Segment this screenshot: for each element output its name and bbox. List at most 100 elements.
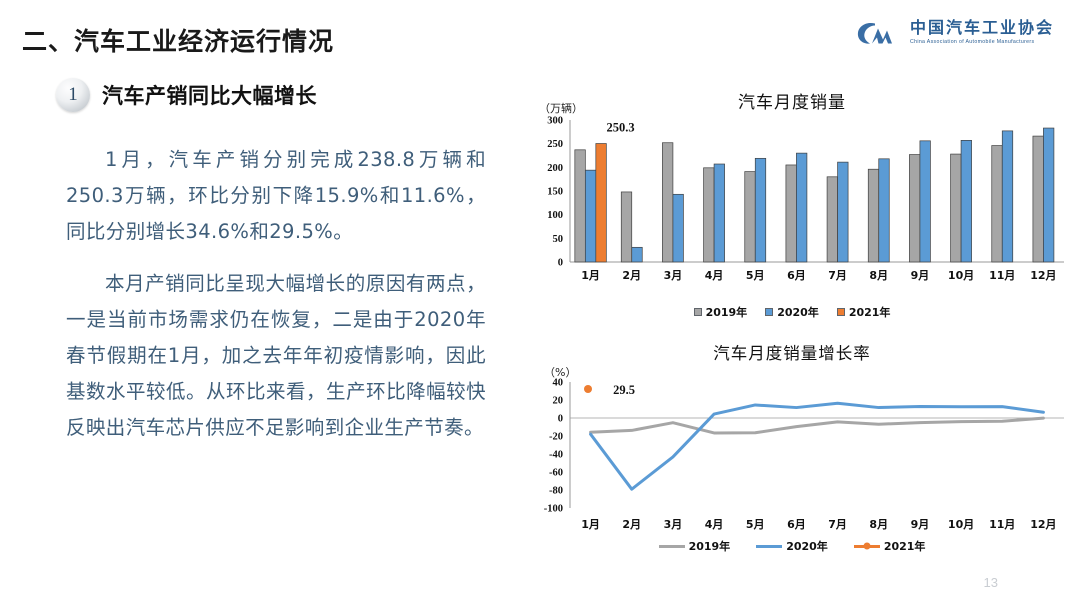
bar-2021年-1月 (595, 143, 607, 263)
bar-2019年-4月 (703, 167, 715, 263)
bar-2020年-2月 (631, 246, 643, 263)
bar-2019年-1月 (574, 149, 586, 263)
x-tick-sales: 11月 (989, 269, 1015, 282)
legend-line-2021 (853, 542, 880, 550)
y-tick-sales: 100 (547, 210, 563, 221)
y-tick-growth: -100 (544, 504, 563, 515)
chart-title-growth: 汽车月度销量增长率 (713, 344, 871, 363)
bar-2019年-8月 (867, 168, 880, 263)
bar-2020年-10月 (960, 140, 972, 263)
y-tick-sales: 50 (553, 234, 564, 245)
bar-2019年-10月 (950, 153, 962, 263)
legend-label-growth-2021: 2021年 (883, 540, 926, 553)
y-tick-sales: 250 (547, 139, 563, 150)
legend-item-2021: 2021年 (836, 304, 890, 320)
x-tick-sales: 8月 (869, 269, 888, 282)
x-tick-growth: 12月 (1030, 518, 1056, 531)
x-tick-sales: 3月 (664, 269, 683, 282)
bar-2019年-7月 (826, 176, 838, 263)
bar-2020年-11月 (1001, 130, 1014, 263)
subsection-heading: 1 汽车产销同比大幅增长 (56, 78, 317, 112)
y-tick-sales: 150 (547, 187, 563, 198)
bar-2020年-1月 (584, 169, 597, 263)
x-tick-growth: 6月 (787, 518, 806, 531)
bar-2020年-3月 (672, 193, 684, 263)
logo-english-name: China Association of Automobile Manufact… (909, 39, 1035, 46)
y-tick-growth: 0 (558, 414, 563, 425)
x-tick-sales: 9月 (911, 269, 930, 282)
bar-2020年-4月 (713, 163, 725, 263)
caam-logo-text: 中国汽车工业协会 China Association of Automobile… (910, 20, 1054, 45)
x-tick-sales: 6月 (787, 269, 806, 282)
x-tick-growth: 5月 (746, 518, 765, 531)
bar-2019年-12月 (1032, 135, 1044, 263)
y-axis-unit-sales: （万辆） (539, 102, 583, 115)
y-tick-sales: 0 (558, 258, 563, 269)
section-title: 二、汽车工业经济运行情况 (22, 27, 335, 56)
x-tick-growth: 1月 (581, 518, 600, 531)
growth-plot: 40 20 0 -20 -40 -60 -80 -100 1月 2月 3月 4月 5月 6月 7月 8月 9月 1… (544, 378, 1064, 531)
x-tick-growth: 10月 (948, 518, 974, 531)
y-tick-growth: 40 (553, 378, 564, 389)
legend-label-2019: 2019年 (705, 306, 748, 319)
bar-2019年-11月 (991, 145, 1003, 263)
bar-2020年-9月 (919, 140, 931, 263)
legend-label-growth-2020: 2020年 (786, 540, 828, 553)
x-tick-sales: 12月 (1030, 269, 1056, 282)
legend-growth: 2019年 2020年 2021年 (512, 538, 1072, 554)
legend-line-2019 (658, 544, 685, 548)
sales-plot: 0 50 100 150 200 250 300 1月 2月 3月 4月 5月 6月 7月 8月 9月 10月 1… (547, 116, 1064, 282)
bar-2019年-2月 (620, 191, 633, 263)
bar-2020年-7月 (837, 161, 849, 263)
y-tick-growth: -40 (549, 450, 563, 461)
bar-2020年-6月 (796, 152, 808, 263)
bar-2020年-8月 (878, 158, 890, 263)
x-tick-sales: 4月 (705, 269, 724, 282)
caam-logo-mark (857, 22, 892, 44)
legend-item-2020: 2020年 (765, 304, 819, 320)
bar-2020年-5月 (754, 157, 767, 263)
line-2019年 (589, 416, 1045, 435)
caam-logo: 中国汽车工业协会 China Association of Automobile… (855, 18, 1054, 48)
y-axis-unit-growth: （%） (544, 366, 577, 379)
chart-title-sales: 汽车月度销量 (738, 93, 846, 113)
data-label-250-3: 250.3 (607, 121, 635, 135)
bar-2019年-3月 (662, 142, 674, 263)
subsection-title: 汽车产销同比大幅增长 (102, 84, 317, 108)
bar-2020年-12月 (1043, 127, 1055, 263)
y-tick-growth: -20 (549, 432, 563, 443)
logo-chinese-name: 中国汽车工业协会 (909, 18, 1054, 38)
bar-2019年-5月 (744, 171, 756, 263)
x-tick-growth: 7月 (828, 518, 847, 531)
x-tick-growth: 11月 (989, 518, 1015, 531)
legend-label-growth-2019: 2019年 (688, 540, 731, 553)
bar-2019年-9月 (909, 154, 921, 263)
legend-line-2020 (756, 544, 783, 548)
y-tick-sales: 300 (547, 116, 563, 127)
legend-swatch-2021 (836, 308, 845, 316)
x-tick-sales: 7月 (828, 269, 847, 282)
legend-label-2020: 2020年 (777, 306, 819, 319)
x-tick-sales: 2月 (622, 269, 641, 282)
legend-item-growth-2019: 2019年 (658, 538, 731, 554)
data-label-29-5: 29.5 (613, 383, 635, 397)
legend-swatch-2019 (693, 308, 702, 316)
marker-2021-jan (584, 385, 592, 393)
legend-swatch-2020 (765, 308, 774, 316)
x-tick-sales: 5月 (746, 269, 765, 282)
x-tick-sales: 10月 (948, 269, 974, 282)
monthly-sales-growth-chart: 汽车月度销量增长率 （%） 40 20 0 -20 -40 -60 -80 -100 1月 2月 3… (512, 340, 1072, 572)
x-tick-growth: 2月 (622, 518, 641, 531)
bar-2019年-6月 (785, 164, 797, 263)
legend-item-growth-2021: 2021年 (853, 538, 926, 554)
x-tick-growth: 4月 (705, 518, 724, 531)
y-tick-growth: 20 (553, 396, 564, 407)
x-tick-growth: 3月 (664, 518, 683, 531)
y-tick-growth: -60 (549, 468, 563, 479)
x-tick-growth: 8月 (869, 518, 888, 531)
subsection-number-badge: 1 (56, 78, 90, 112)
y-tick-growth: -80 (549, 486, 563, 497)
x-tick-growth: 9月 (911, 518, 930, 531)
legend-item-growth-2020: 2020年 (756, 538, 828, 554)
